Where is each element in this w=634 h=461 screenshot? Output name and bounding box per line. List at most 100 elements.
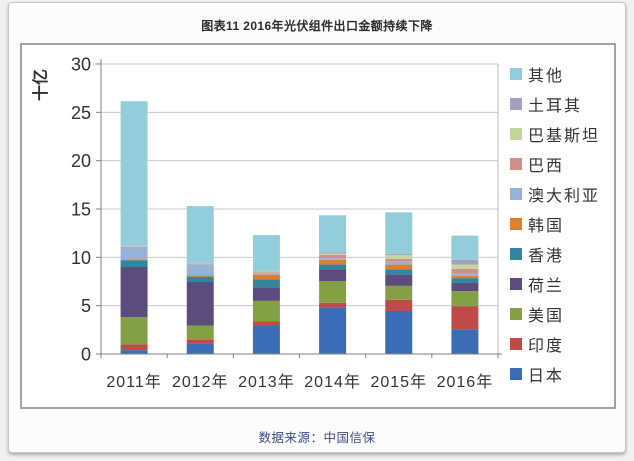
bar-segment-其他: [120, 101, 148, 246]
x-tick-label: 2015年: [370, 373, 427, 391]
bar-segment-澳大利亚: [186, 264, 214, 276]
bar-segment-香港: [252, 279, 280, 288]
bar-segment-印度: [252, 321, 280, 326]
legend-item: 印度: [510, 337, 564, 355]
legend-label: 日本: [528, 368, 565, 385]
x-tick-label: 2011年: [106, 373, 161, 391]
bar-segment-美国: [252, 300, 280, 322]
legend-item: 其他: [510, 67, 564, 85]
bar-segment-韩国: [120, 259, 148, 261]
legend-item: 日本: [510, 367, 564, 385]
bar-segment-巴基斯坦: [385, 254, 413, 259]
bar-segment-巴基斯坦: [319, 253, 347, 255]
y-axis-title: 十亿: [31, 69, 50, 101]
bar-segment-美国: [451, 291, 479, 307]
bar-segment-日本: [385, 310, 413, 354]
legend-swatch: [510, 308, 522, 320]
bar-segment-香港: [186, 276, 214, 282]
bar-segment-荷兰: [451, 282, 479, 292]
y-tick-label: 20: [71, 151, 91, 171]
y-tick-label: 25: [71, 103, 91, 123]
bar-segment-韩国: [252, 274, 280, 280]
chart-box: 0 5 10 15 20 25 30 2011年 2012年 2013年 2014年 2015年 201…: [20, 43, 616, 409]
bar-segment-澳大利亚: [252, 273, 280, 275]
legend-label: 巴基斯坦: [528, 128, 601, 145]
bar-segment-印度: [319, 302, 347, 308]
legend-label: 澳大利亚: [528, 188, 601, 205]
legend-swatch: [510, 128, 522, 140]
bar-segment-日本: [319, 307, 347, 354]
bar-segment-巴西: [319, 254, 347, 259]
bar-segment-其他: [319, 215, 347, 253]
legend-swatch: [510, 98, 522, 110]
bar-segment-印度: [186, 339, 214, 344]
legend-swatch: [510, 188, 522, 200]
bar-segment-荷兰: [186, 281, 214, 326]
x-tick-label: 2013年: [238, 373, 295, 391]
bar-segment-香港: [451, 278, 479, 283]
bar-segment-荷兰: [385, 274, 413, 286]
bar-segment-印度: [120, 344, 148, 351]
legend-label: 其他: [528, 68, 565, 85]
bar-segment-巴西: [252, 272, 280, 274]
bar-segment-土耳其: [319, 252, 347, 254]
legend-label: 香港: [528, 248, 565, 265]
y-tick-label: 5: [81, 296, 91, 316]
bar-segment-巴西: [385, 258, 413, 262]
x-tick-label: 2016年: [437, 373, 494, 391]
bar-segment-澳大利亚: [120, 246, 148, 260]
y-tick-label: 10: [71, 248, 91, 268]
bar-segment-印度: [451, 306, 479, 330]
legend-item: 澳大利亚: [510, 187, 600, 205]
bar-segment-巴西: [451, 268, 479, 274]
bar-segment-美国: [186, 325, 214, 340]
bar-segment-澳大利亚: [451, 273, 479, 276]
bar-segment-美国: [385, 285, 413, 300]
legend-item: 巴基斯坦: [510, 127, 600, 145]
bar-segment-韩国: [186, 275, 214, 277]
bar-segment-土耳其: [451, 259, 479, 265]
bar-segment-其他: [186, 206, 214, 264]
x-tick-label: 2012年: [172, 373, 229, 391]
stacked-bar-chart: 0 5 10 15 20 25 30 2011年 2012年 2013年 2014年 2015年 201…: [31, 55, 502, 391]
legend-item: 土耳其: [510, 97, 582, 115]
y-tick-label: 15: [71, 200, 91, 220]
legend-label: 荷兰: [528, 278, 565, 295]
bar-segment-日本: [120, 350, 148, 354]
legend-label: 土耳其: [528, 98, 583, 115]
bar-segment-韩国: [385, 264, 413, 270]
legend-label: 美国: [528, 308, 565, 325]
bar-segment-香港: [319, 264, 347, 270]
bar-segment-美国: [319, 281, 347, 303]
legend-swatch: [510, 68, 522, 80]
legend-label: 巴西: [528, 158, 565, 175]
legend-swatch: [510, 218, 522, 230]
legend-item: 荷兰: [510, 277, 564, 295]
bar-segment-其他: [451, 235, 479, 260]
bar-segment-日本: [186, 343, 214, 354]
legend-swatch: [510, 158, 522, 170]
y-tick-label: 0: [81, 345, 91, 365]
bar-segment-巴基斯坦: [451, 264, 479, 269]
source-note: 数据来源：中国信保: [258, 431, 376, 445]
bar-segment-美国: [120, 317, 148, 345]
x-tick-label: 2014年: [304, 373, 361, 391]
legend-item: 美国: [510, 307, 564, 325]
chart-card: 图表11 2016年光伏组件出口金额持续下降 0 5 10 15 20 25 30 2011年…: [8, 2, 626, 453]
legend-item: 巴西: [510, 157, 564, 175]
bar-segment-香港: [120, 260, 148, 267]
bar-segment-香港: [385, 269, 413, 275]
legend-item: 香港: [510, 247, 564, 265]
bar-segment-印度: [385, 299, 413, 311]
bar-segment-其他: [385, 212, 413, 254]
bar-segment-土耳其: [385, 253, 413, 255]
legend-label: 印度: [528, 338, 565, 355]
bar-segment-澳大利亚: [385, 261, 413, 265]
bar-segment-荷兰: [319, 269, 347, 282]
y-tick-label: 30: [71, 55, 91, 75]
chart-title: 图表11 2016年光伏组件出口金额持续下降: [201, 19, 433, 33]
legend-item: 韩国: [510, 217, 564, 235]
bar-segment-韩国: [451, 275, 479, 279]
bar-segment-其他: [252, 235, 280, 271]
bar-segment-澳大利亚: [319, 258, 347, 260]
